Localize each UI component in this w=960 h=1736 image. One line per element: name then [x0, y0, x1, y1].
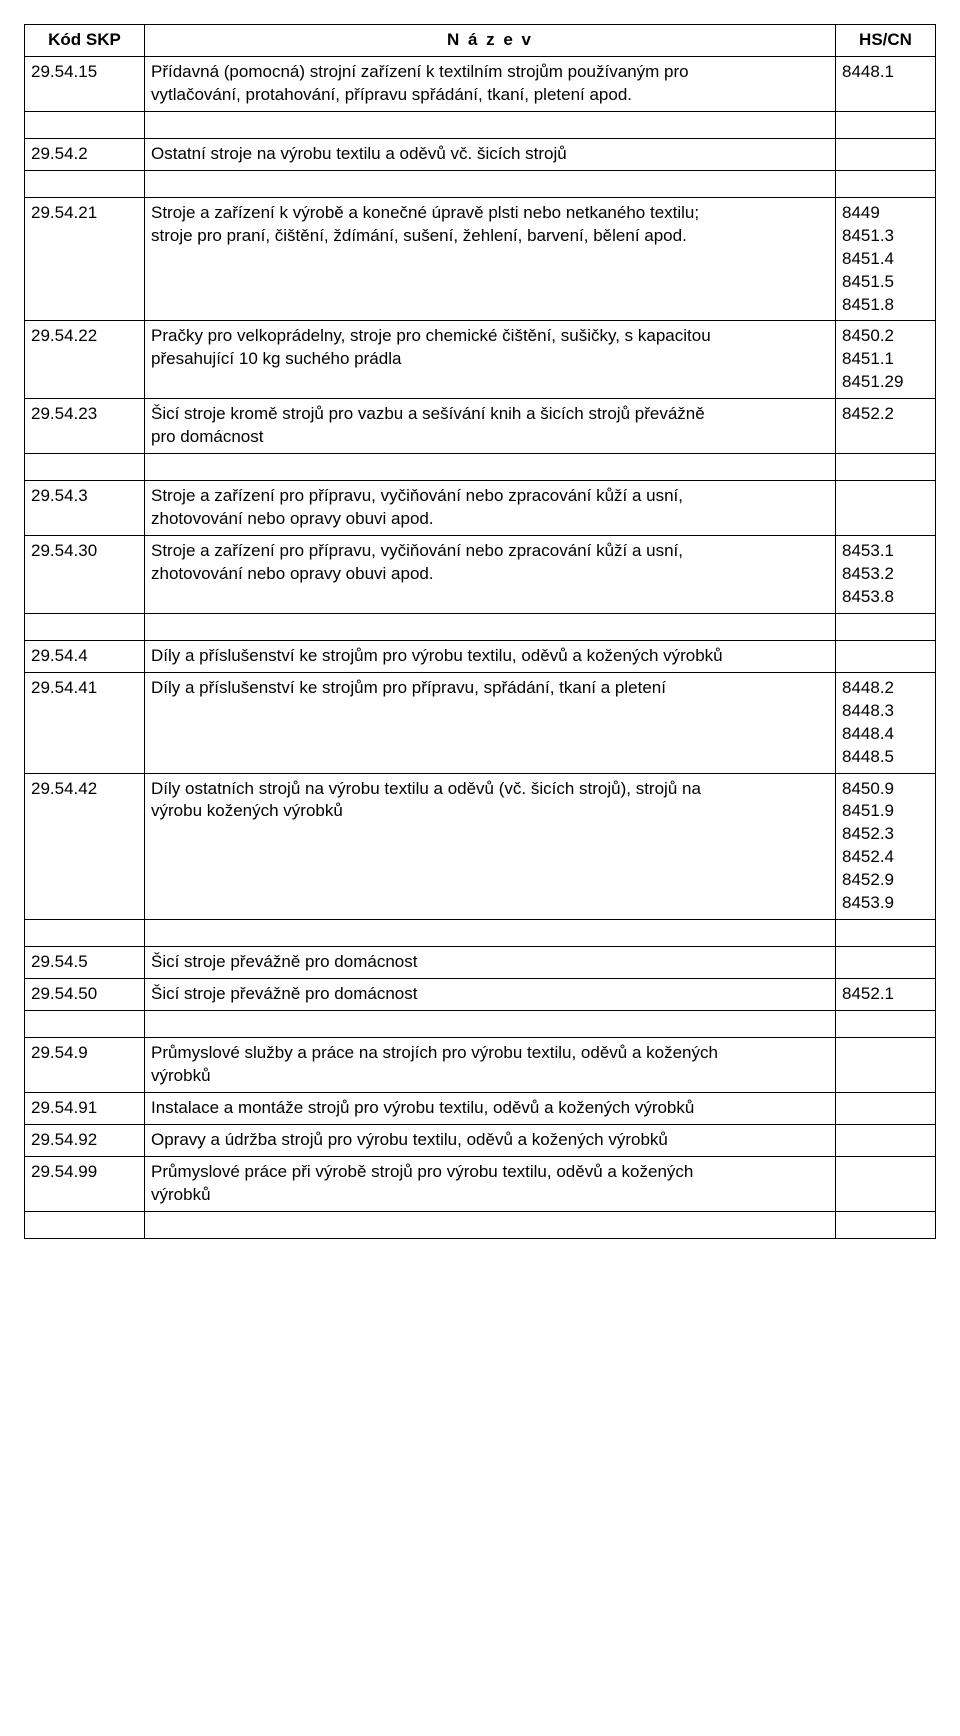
table-row — [25, 111, 936, 138]
table-row: 29.54.23Šicí stroje kromě strojů pro vaz… — [25, 399, 936, 454]
spacer-cell — [836, 1011, 936, 1038]
table-body: 29.54.15Přídavná (pomocná) strojní zaříz… — [25, 56, 936, 1238]
table-row — [25, 1211, 936, 1238]
spacer-cell — [836, 454, 936, 481]
spacer-cell — [25, 613, 145, 640]
header-name: N á z e v — [145, 25, 836, 57]
table-row: 29.54.42Díly ostatních strojů na výrobu … — [25, 773, 936, 920]
cell-name: Šicí stroje převážně pro domácnost — [145, 947, 836, 979]
table-row — [25, 454, 936, 481]
table-row: 29.54.15Přídavná (pomocná) strojní zaříz… — [25, 56, 936, 111]
cell-hs: 8453.1 8453.2 8453.8 — [836, 536, 936, 614]
table-row: 29.54.5Šicí stroje převážně pro domácnos… — [25, 947, 936, 979]
spacer-cell — [145, 613, 836, 640]
cell-hs — [836, 947, 936, 979]
table-row: 29.54.41Díly a příslušenství ke strojům … — [25, 672, 936, 773]
spacer-cell — [836, 613, 936, 640]
cell-code: 29.54.9 — [25, 1038, 145, 1093]
cell-code: 29.54.2 — [25, 138, 145, 170]
cell-name: Šicí stroje převážně pro domácnost — [145, 979, 836, 1011]
cell-code: 29.54.23 — [25, 399, 145, 454]
cell-hs — [836, 138, 936, 170]
table-row: 29.54.9Průmyslové služby a práce na stro… — [25, 1038, 936, 1093]
cell-name: Stroje a zařízení pro přípravu, vyčiňová… — [145, 481, 836, 536]
cell-hs — [836, 481, 936, 536]
table-row — [25, 920, 936, 947]
cell-code: 29.54.92 — [25, 1124, 145, 1156]
cell-name: Ostatní stroje na výrobu textilu a oděvů… — [145, 138, 836, 170]
spacer-cell — [836, 111, 936, 138]
spacer-cell — [145, 1211, 836, 1238]
spacer-cell — [25, 1211, 145, 1238]
header-code: Kód SKP — [25, 25, 145, 57]
spacer-cell — [836, 920, 936, 947]
table-row — [25, 1011, 936, 1038]
spacer-cell — [145, 111, 836, 138]
cell-name: Přídavná (pomocná) strojní zařízení k te… — [145, 56, 836, 111]
cell-code: 29.54.5 — [25, 947, 145, 979]
cell-hs — [836, 1156, 936, 1211]
cell-code: 29.54.15 — [25, 56, 145, 111]
spacer-cell — [836, 170, 936, 197]
table-row: 29.54.4Díly a příslušenství ke strojům p… — [25, 640, 936, 672]
cell-name: Pračky pro velkoprádelny, stroje pro che… — [145, 321, 836, 399]
spacer-cell — [836, 1211, 936, 1238]
cell-code: 29.54.99 — [25, 1156, 145, 1211]
spacer-cell — [25, 454, 145, 481]
cell-name: Opravy a údržba strojů pro výrobu textil… — [145, 1124, 836, 1156]
cell-code: 29.54.30 — [25, 536, 145, 614]
cell-hs: 8449 8451.3 8451.4 8451.5 8451.8 — [836, 197, 936, 321]
spacer-cell — [25, 170, 145, 197]
cell-name: Díly ostatních strojů na výrobu textilu … — [145, 773, 836, 920]
cell-hs: 8452.1 — [836, 979, 936, 1011]
cell-hs — [836, 1124, 936, 1156]
table-row — [25, 613, 936, 640]
table-row — [25, 170, 936, 197]
cell-hs — [836, 1092, 936, 1124]
cell-code: 29.54.41 — [25, 672, 145, 773]
table-row: 29.54.22Pračky pro velkoprádelny, stroje… — [25, 321, 936, 399]
spacer-cell — [145, 170, 836, 197]
spacer-cell — [25, 1011, 145, 1038]
spacer-cell — [25, 111, 145, 138]
table-row: 29.54.91Instalace a montáže strojů pro v… — [25, 1092, 936, 1124]
table-row: 29.54.99Průmyslové práce při výrobě stro… — [25, 1156, 936, 1211]
spacer-cell — [145, 1011, 836, 1038]
cell-name: Instalace a montáže strojů pro výrobu te… — [145, 1092, 836, 1124]
cell-code: 29.54.42 — [25, 773, 145, 920]
cell-code: 29.54.4 — [25, 640, 145, 672]
cell-hs — [836, 640, 936, 672]
spacer-cell — [25, 920, 145, 947]
cell-name: Stroje a zařízení pro přípravu, vyčiňová… — [145, 536, 836, 614]
skp-table: Kód SKP N á z e v HS/CN 29.54.15Přídavná… — [24, 24, 936, 1239]
cell-hs: 8448.2 8448.3 8448.4 8448.5 — [836, 672, 936, 773]
table-row: 29.54.30Stroje a zařízení pro přípravu, … — [25, 536, 936, 614]
cell-hs: 8448.1 — [836, 56, 936, 111]
table-row: 29.54.2Ostatní stroje na výrobu textilu … — [25, 138, 936, 170]
spacer-cell — [145, 454, 836, 481]
header-row: Kód SKP N á z e v HS/CN — [25, 25, 936, 57]
cell-hs: 8450.9 8451.9 8452.3 8452.4 8452.9 8453.… — [836, 773, 936, 920]
table-row: 29.54.50Šicí stroje převážně pro domácno… — [25, 979, 936, 1011]
cell-code: 29.54.91 — [25, 1092, 145, 1124]
cell-name: Díly a příslušenství ke strojům pro příp… — [145, 672, 836, 773]
cell-name: Stroje a zařízení k výrobě a konečné úpr… — [145, 197, 836, 321]
cell-hs — [836, 1038, 936, 1093]
cell-name: Průmyslové služby a práce na strojích pr… — [145, 1038, 836, 1093]
cell-hs: 8452.2 — [836, 399, 936, 454]
cell-hs: 8450.2 8451.1 8451.29 — [836, 321, 936, 399]
cell-name: Průmyslové práce při výrobě strojů pro v… — [145, 1156, 836, 1211]
cell-code: 29.54.21 — [25, 197, 145, 321]
table-row: 29.54.21Stroje a zařízení k výrobě a kon… — [25, 197, 936, 321]
table-row: 29.54.92Opravy a údržba strojů pro výrob… — [25, 1124, 936, 1156]
cell-name: Díly a příslušenství ke strojům pro výro… — [145, 640, 836, 672]
header-hs: HS/CN — [836, 25, 936, 57]
cell-code: 29.54.3 — [25, 481, 145, 536]
table-row: 29.54.3Stroje a zařízení pro přípravu, v… — [25, 481, 936, 536]
spacer-cell — [145, 920, 836, 947]
cell-code: 29.54.50 — [25, 979, 145, 1011]
cell-name: Šicí stroje kromě strojů pro vazbu a seš… — [145, 399, 836, 454]
cell-code: 29.54.22 — [25, 321, 145, 399]
